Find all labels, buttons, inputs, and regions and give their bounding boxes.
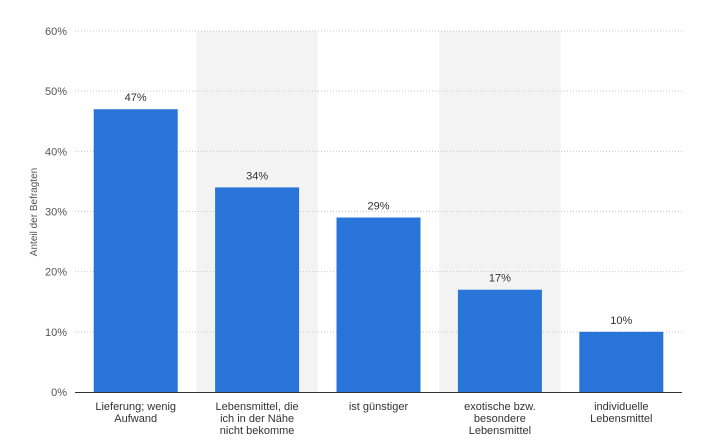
y-tick-label: 50% — [45, 86, 67, 98]
data-label: 17% — [489, 273, 511, 285]
x-tick-label-line: Lebensmittel, die — [216, 401, 299, 413]
data-labels: 47% 34% 29% 17% 10% — [125, 92, 633, 327]
y-tick-label: 20% — [45, 267, 67, 279]
y-tick-label: 10% — [45, 327, 67, 339]
data-label: 34% — [246, 170, 268, 182]
y-axis-ticks: 0% 10% 20% 30% 40% 50% 60% — [45, 26, 67, 399]
x-tick-label: individuelle Lebensmittel — [590, 401, 652, 425]
x-tick-label-line: besondere — [474, 413, 526, 425]
bar — [457, 289, 542, 392]
x-tick-label-line: nicht bekomme — [220, 425, 295, 437]
y-tick-label: 30% — [45, 207, 67, 219]
x-tick-label: exotische bzw. besondere Lebensmittel — [464, 401, 536, 437]
x-tick-label-line: Lieferung; wenig — [95, 401, 176, 413]
data-label: 10% — [610, 315, 632, 327]
x-tick-label-line: Aufwand — [114, 413, 157, 425]
bar — [93, 109, 178, 392]
x-tick-label-line: ich in der Nähe — [220, 413, 294, 425]
x-tick-label-line: Lebensmittel — [590, 413, 652, 425]
y-tick-label: 60% — [45, 26, 67, 38]
y-axis-label: Anteil der Befragten — [29, 168, 40, 256]
bar — [579, 331, 664, 392]
x-tick-label-line: exotische bzw. — [464, 401, 536, 413]
data-label: 47% — [125, 92, 147, 104]
bars — [93, 109, 664, 392]
x-axis-categories: Lieferung; wenig Aufwand Lebensmittel, die… — [95, 401, 652, 437]
bar — [215, 187, 300, 392]
x-tick-label-line: ist günstiger — [349, 401, 409, 413]
x-tick-label-line: individuelle — [594, 401, 648, 413]
x-tick-label-line: Lebensmittel — [469, 425, 531, 437]
data-label: 29% — [367, 201, 389, 213]
x-tick-label: Lebensmittel, die ich in der Nähe nicht be… — [216, 401, 299, 437]
x-tick-label: ist günstiger — [349, 401, 409, 413]
x-tick-label: Lieferung; wenig Aufwand — [95, 401, 176, 425]
bar — [336, 217, 421, 392]
y-tick-label: 40% — [45, 146, 67, 158]
y-tick-label: 0% — [51, 387, 67, 399]
